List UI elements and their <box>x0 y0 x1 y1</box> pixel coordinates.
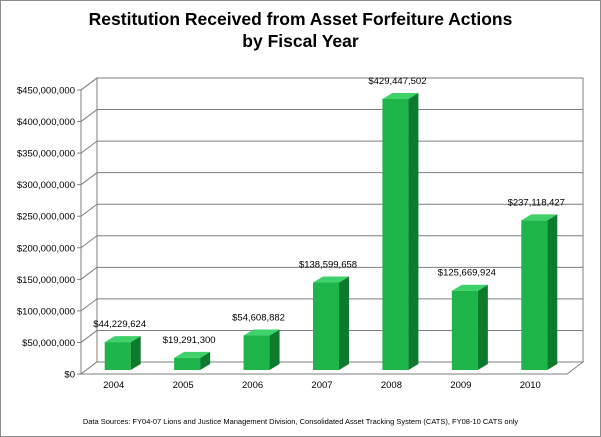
chart-title-line-1: Restitution Received from Asset Forfeitu… <box>88 9 513 29</box>
bar-2005 <box>174 351 211 370</box>
bar-top <box>313 276 349 283</box>
x-tick-label: 2007 <box>311 380 332 391</box>
y-tick-label: $450,000,000 <box>17 86 75 97</box>
bars <box>104 92 558 370</box>
chart-title: Restitution Received from Asset Forfeitu… <box>0 8 601 52</box>
data-labels: $44,229,624 $19,291,300 $54,608,882 $138,59… <box>93 76 565 346</box>
data-label: $44,229,624 <box>93 319 146 330</box>
chart-title-line-2: by Fiscal Year <box>242 31 359 51</box>
data-label: $138,599,658 <box>299 260 357 271</box>
bar-front <box>382 98 409 370</box>
gridline-side <box>80 77 98 91</box>
data-label: $125,669,924 <box>438 268 496 279</box>
y-tick-label: $250,000,000 <box>17 212 75 223</box>
gridlines <box>80 77 583 343</box>
x-tick-label: 2005 <box>173 380 194 391</box>
bar-2009 <box>451 284 488 370</box>
x-tick-label: 2008 <box>381 380 402 391</box>
gridline-side <box>80 235 98 249</box>
y-tick-label: $200,000,000 <box>17 243 75 254</box>
bar-front <box>451 290 478 370</box>
bar-side <box>130 336 141 370</box>
bar-side <box>408 92 419 370</box>
bar-2006 <box>243 329 280 370</box>
bar-2004 <box>104 336 141 370</box>
bar-side <box>339 276 349 370</box>
bar-top <box>451 284 488 291</box>
y-tick-label: $0 <box>64 370 75 381</box>
bar-side <box>269 329 280 370</box>
bar-2007 <box>313 276 349 370</box>
gridline-side <box>80 330 98 343</box>
gridline-side <box>80 203 98 217</box>
bar-front <box>174 357 201 370</box>
gridline-side <box>80 266 98 280</box>
data-label: $19,291,300 <box>163 335 216 346</box>
gridline-side <box>80 172 98 186</box>
y-tick-label: $400,000,000 <box>17 117 75 128</box>
bar-2008 <box>382 92 419 370</box>
bar-top <box>174 351 211 358</box>
bar-front <box>104 342 131 370</box>
x-axis-ticks: 2004 2005 2006 2007 2008 2009 2010 <box>103 380 541 391</box>
bar-2010 <box>521 214 558 370</box>
data-label: $54,608,882 <box>232 313 285 324</box>
x-tick-label: 2010 <box>520 380 541 391</box>
bar-top <box>243 329 280 336</box>
bar-side <box>477 284 488 370</box>
bar-front <box>243 335 270 370</box>
y-tick-label: $100,000,000 <box>17 306 75 317</box>
bar-top <box>382 92 419 99</box>
y-tick-label: $50,000,000 <box>22 338 75 349</box>
y-axis-ticks: $0 $50,000,000 $100,000,000 $150,000,000 $20… <box>17 86 81 381</box>
x-tick-label: 2009 <box>450 380 471 391</box>
gridline-side <box>80 298 98 312</box>
y-tick-label: $150,000,000 <box>17 275 75 286</box>
gridline-side <box>80 140 98 154</box>
bar-front <box>521 220 548 370</box>
y-tick-label: $300,000,000 <box>17 180 75 191</box>
data-label: $237,118,427 <box>508 197 565 208</box>
bar-top <box>104 336 141 343</box>
bar-side <box>547 214 558 370</box>
data-label: $429,447,502 <box>368 76 426 87</box>
bar-front <box>313 282 339 370</box>
x-tick-label: 2006 <box>242 380 263 391</box>
y-tick-label: $350,000,000 <box>17 149 75 160</box>
data-source-note: Data Sources: FY04-07 Lions and Justice … <box>82 417 519 426</box>
bar-side <box>200 351 211 370</box>
gridline-side <box>80 109 98 122</box>
bar-top <box>521 214 558 221</box>
x-tick-label: 2004 <box>103 380 124 391</box>
